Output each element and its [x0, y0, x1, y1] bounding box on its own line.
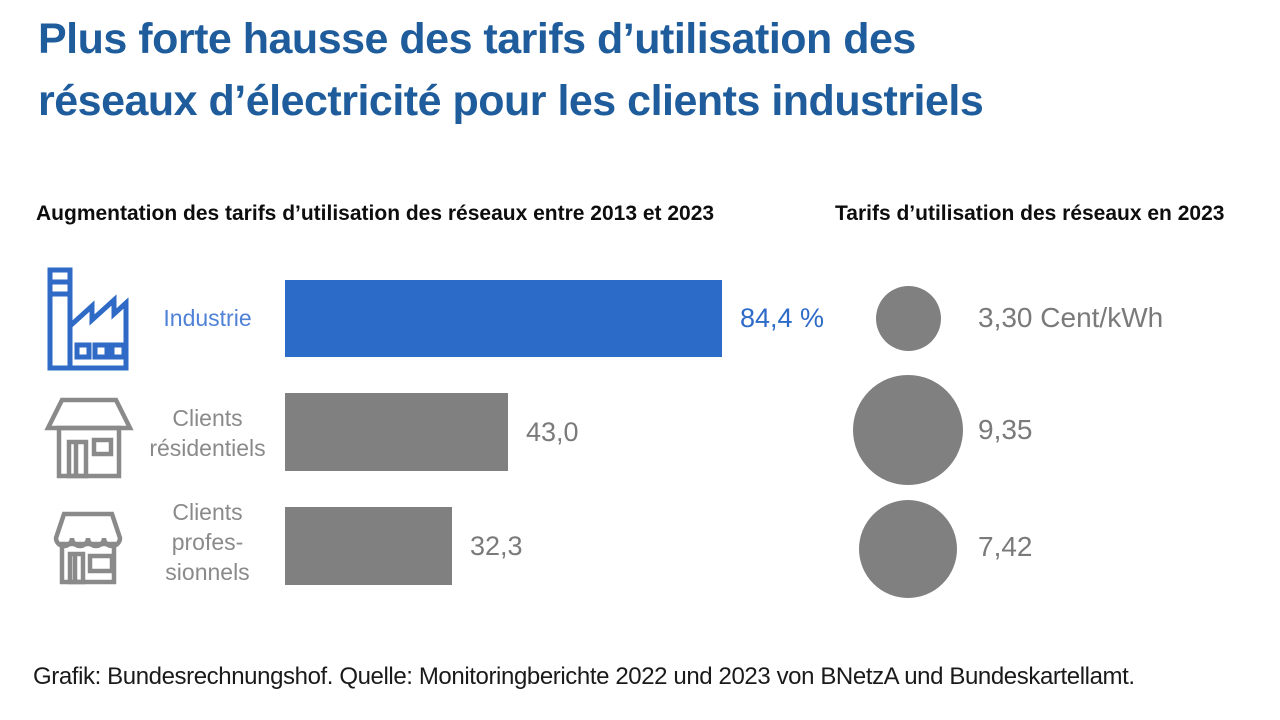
bar-row-residentiels: 43,0 [285, 393, 579, 471]
bar-value-professionnels: 32,3 [470, 530, 523, 561]
source-credit: Grafik: Bundesrechnungshof. Quelle: Moni… [33, 663, 1135, 690]
bar-value-residentiels: 43,0 [526, 416, 579, 447]
right-chart-title: Tarifs d’utilisation des réseaux en 2023 [835, 202, 1225, 225]
bubble-professionnels [859, 500, 957, 598]
bubble-value-residentiels: 9,35 [978, 414, 1033, 445]
bar-professionnels [285, 507, 452, 585]
bubble-row-residentiels [843, 365, 973, 495]
bar-residentiels [285, 393, 508, 471]
bar-industrie [285, 280, 722, 357]
bubble-row-professionnels [843, 484, 973, 614]
bubble-residentiels [853, 375, 963, 485]
bar-row-professionnels: 32,3 [285, 507, 523, 585]
page-title: Plus forte hausse des tarifs d’utilisati… [38, 8, 1218, 132]
bar-row-industrie: 84,4 % [285, 280, 824, 357]
left-chart-title: Augmentation des tarifs d’utilisation de… [36, 202, 715, 225]
bar-label-industrie: Industrie [163, 305, 252, 331]
shop-icon [44, 508, 132, 591]
house-icon [42, 394, 136, 487]
bar-value-industrie: 84,4 % [740, 303, 825, 333]
bar-label-professionnels: Clients profes- sionnels [165, 499, 250, 585]
bubble-value-industrie: 3,30 Cent/kWh [978, 302, 1164, 333]
bar-label-residentiels: Clients résidentiels [149, 405, 266, 461]
bubble-industrie [875, 285, 941, 351]
page-title-line-1: Plus forte hausse des tarifs d’utilisati… [38, 15, 916, 63]
bubble-row-industrie [843, 253, 973, 383]
page-title-line-2: réseaux d’électricité pour les clients i… [38, 77, 984, 125]
bubble-value-professionnels: 7,42 [978, 531, 1033, 562]
factory-icon [40, 266, 132, 377]
